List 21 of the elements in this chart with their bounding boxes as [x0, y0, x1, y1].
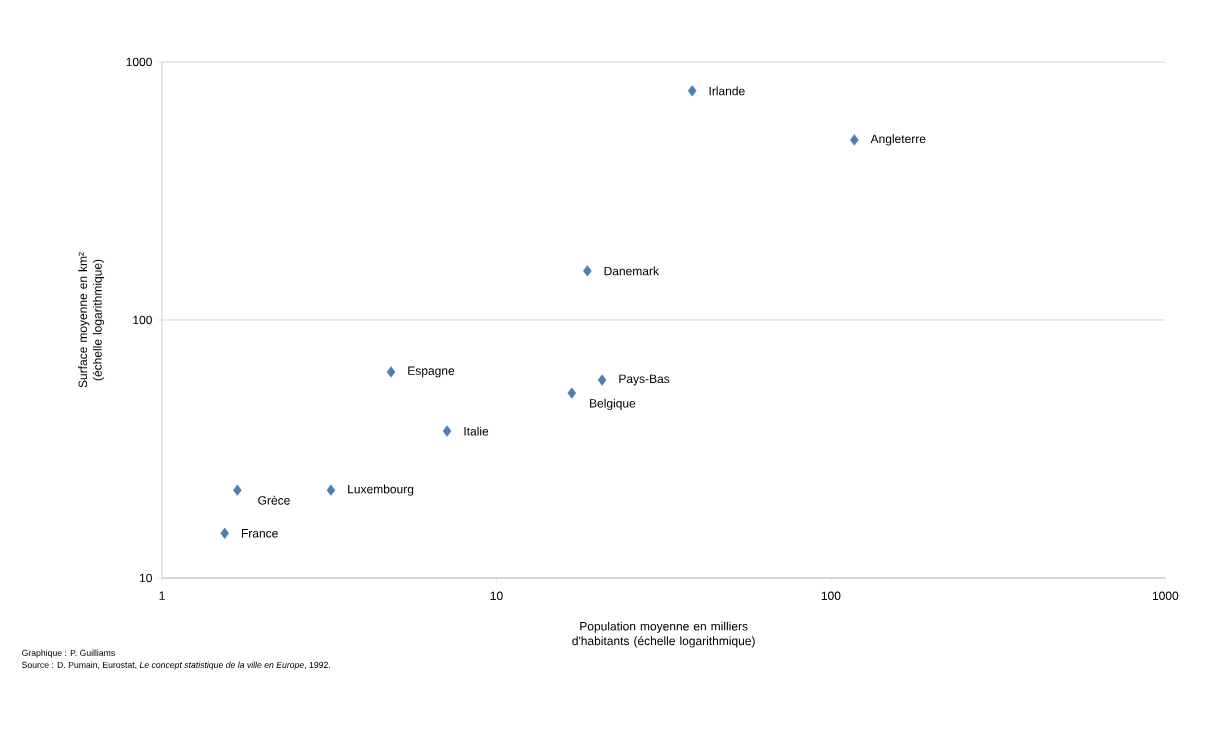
series-label: Irlande: [709, 86, 745, 96]
y-tick-label: 100: [133, 315, 152, 325]
series-label: Espagne: [408, 366, 455, 378]
series-label: Grèce: [258, 495, 290, 505]
x-tick-label: 10: [490, 591, 503, 601]
x-tick-label: 1: [159, 591, 165, 600]
x-axis-title: Population moyenne en milliers d'habitants (échelle logarithmique): [572, 621, 755, 648]
series-label: Belgique: [590, 398, 636, 410]
series-label: France: [241, 529, 278, 538]
series-label: Luxembourg: [348, 484, 414, 496]
series-label: Pays-Bas: [619, 374, 670, 386]
y-tick-label: 10: [139, 573, 152, 583]
text: Graphique : P. Guilliams: [22, 649, 115, 658]
y-tick-label: 1000: [126, 57, 152, 67]
series-label: Danemark: [604, 266, 659, 276]
source-note: Source : D. Pumain, Eurostat, Le concept statistique de la ville en Europe, 1992.: [22, 661, 330, 670]
x-tick-label: 1000: [1152, 591, 1179, 601]
y-axis-title: Surface moyenne en km² (échelle logarithmique): [78, 252, 105, 388]
series-label: Italie: [464, 426, 489, 436]
series-label: Angleterre: [870, 134, 926, 146]
x-tick-label: 100: [821, 591, 841, 601]
